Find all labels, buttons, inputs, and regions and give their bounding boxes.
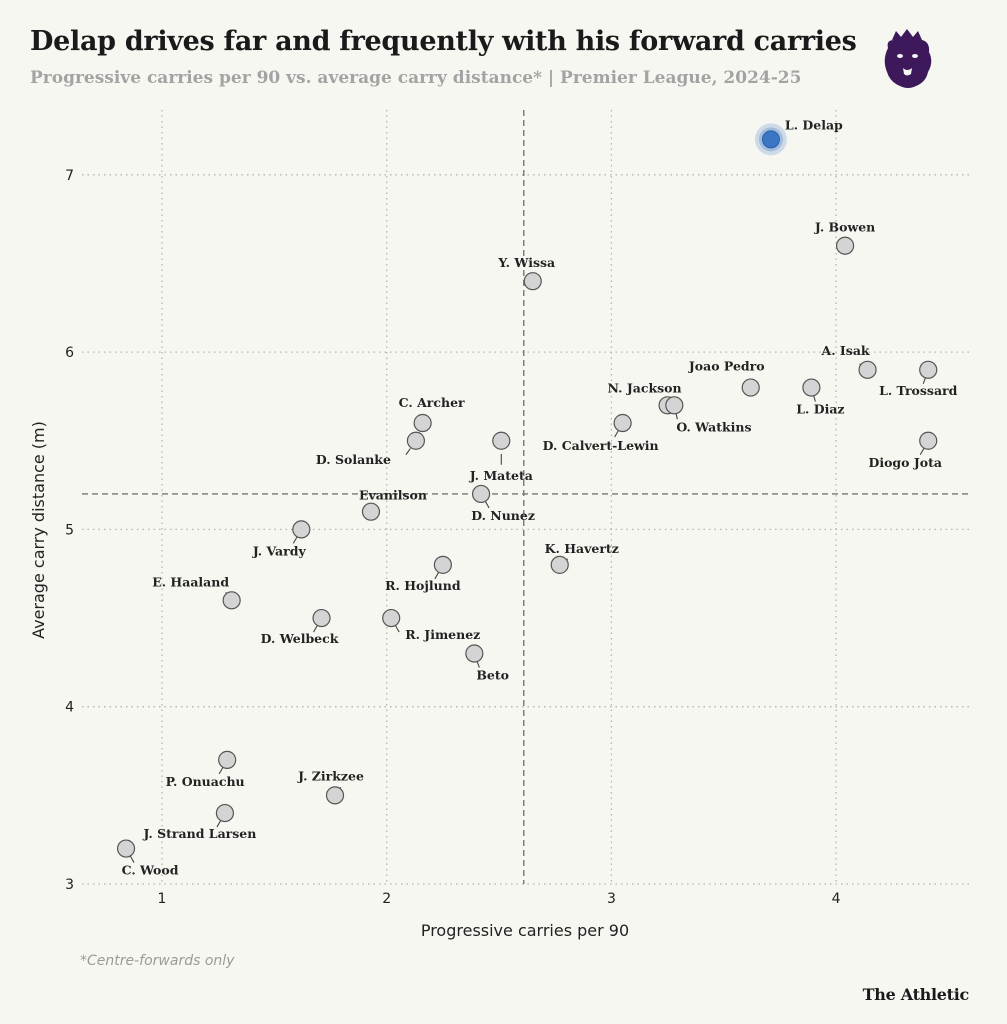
- leader-line-p-onuachu: [218, 767, 224, 775]
- point-j-mateta: [492, 431, 511, 450]
- point-r-hojlund: [433, 555, 452, 574]
- brand-wordmark: The Athletic: [862, 985, 970, 1004]
- tick-labels: 1 2 3 4 3 4 5 6 7: [65, 168, 841, 907]
- point-label-evanilson: Evanilson: [359, 488, 427, 503]
- point-label-j-zirkzee: J. Zirkzee: [297, 768, 364, 783]
- point-label-d-solanke: D. Solanke: [316, 452, 391, 467]
- point-label-d-nunez: D. Nunez: [471, 508, 535, 523]
- point-c-archer: [413, 413, 432, 433]
- leader-line-beto: [476, 661, 480, 668]
- point-p-onuachu: [218, 750, 237, 769]
- point-j-zirkzee: [325, 786, 345, 805]
- point-label-l-delap: L. Delap: [785, 117, 843, 132]
- leader-line-d-calvert-lewin: [614, 430, 619, 438]
- point-label-j-bowen: J. Bowen: [814, 220, 875, 235]
- point-l-trossard: [919, 360, 938, 379]
- point-o-watkins: [665, 396, 684, 415]
- point-beto: [465, 644, 484, 663]
- point-label-c-archer: C. Archer: [399, 395, 465, 410]
- x-tick-label-1: 1: [158, 891, 167, 907]
- point-j-strand-larsen: [215, 803, 235, 823]
- data-points: [116, 123, 938, 858]
- point-label-d-calvert-lewin: D. Calvert-Lewin: [543, 438, 659, 453]
- point-label-j-vardy: J. Vardy: [252, 543, 307, 558]
- footnote: *Centre-forwards only: [80, 953, 235, 969]
- point-label-l-trossard: L. Trossard: [879, 383, 958, 398]
- leader-line-diogo-jota: [919, 448, 925, 456]
- x-tick-label-3: 3: [607, 891, 616, 907]
- point-r-jimenez: [382, 608, 401, 628]
- label-leader-lines: [129, 134, 926, 863]
- chart-title: Delap drives far and frequently with his…: [30, 26, 857, 57]
- y-axis-label: Average carry distance (m): [29, 421, 48, 639]
- point-y-wissa: [523, 272, 542, 291]
- leader-line-c-wood: [129, 855, 135, 863]
- point-label-diogo-jota: Diogo Jota: [868, 455, 941, 470]
- point-k-havertz: [550, 555, 569, 574]
- point-labels: L. Delap J. Bowen Y. Wissa A. Isak L. Trossa…: [122, 117, 958, 877]
- y-tick-label-4: 4: [65, 700, 74, 716]
- point-label-k-havertz: K. Havertz: [545, 541, 619, 556]
- point-j-bowen: [835, 236, 855, 255]
- point-d-solanke: [406, 431, 426, 450]
- point-l-diaz: [802, 378, 821, 397]
- point-diogo-jota: [919, 431, 938, 450]
- point-label-o-watkins: O. Watkins: [676, 419, 751, 434]
- point-d-calvert-lewin: [613, 413, 632, 433]
- point-c-wood: [116, 839, 136, 858]
- leader-line-j-strand-larsen: [216, 820, 221, 828]
- point-j-vardy: [292, 520, 311, 539]
- point-label-a-isak: A. Isak: [821, 343, 870, 358]
- leader-line-l-trossard: [922, 377, 926, 385]
- point-label-r-jimenez: R. Jimenez: [405, 627, 480, 642]
- leader-line-d-nunez: [484, 501, 490, 509]
- point-joao-pedro: [741, 378, 760, 397]
- leader-line-j-vardy: [292, 536, 298, 544]
- point-label-e-haaland: E. Haaland: [152, 574, 229, 589]
- leader-line-d-welbeck: [313, 625, 318, 633]
- point-label-joao-pedro: Joao Pedro: [688, 359, 765, 374]
- x-tick-label-2: 2: [382, 891, 391, 907]
- x-axis-label: Progressive carries per 90: [421, 921, 629, 940]
- point-label-j-mateta: J. Mateta: [469, 468, 533, 483]
- point-label-p-onuachu: P. Onuachu: [166, 774, 245, 789]
- point-label-c-wood: C. Wood: [122, 863, 179, 878]
- point-label-d-welbeck: D. Welbeck: [261, 631, 339, 646]
- y-tick-label-7: 7: [65, 168, 74, 184]
- point-l-delap: [761, 130, 780, 149]
- point-e-haaland: [222, 591, 241, 610]
- leader-line-r-hojlund: [434, 572, 439, 580]
- leader-line-d-solanke: [405, 448, 411, 456]
- point-evanilson: [361, 502, 381, 521]
- point-label-y-wissa: Y. Wissa: [497, 255, 555, 270]
- point-d-nunez: [471, 484, 491, 504]
- y-tick-label-6: 6: [65, 345, 74, 361]
- point-label-n-jackson: N. Jackson: [608, 380, 682, 395]
- point-label-l-diaz: L. Diaz: [796, 402, 844, 417]
- reference-lines: [82, 110, 970, 884]
- y-tick-label-5: 5: [65, 522, 74, 538]
- leader-line-r-jimenez: [395, 625, 400, 633]
- y-tick-label-3: 3: [65, 877, 74, 893]
- x-tick-label-4: 4: [832, 891, 841, 907]
- leader-line-l-diaz: [813, 395, 816, 402]
- premier-league-lion-icon: [878, 28, 936, 90]
- point-a-isak: [858, 360, 877, 379]
- point-d-welbeck: [312, 608, 331, 628]
- point-label-beto: Beto: [476, 668, 509, 683]
- point-label-j-strand-larsen: J. Strand Larsen: [142, 826, 256, 841]
- grid-lines: [82, 110, 970, 885]
- point-label-r-hojlund: R. Hojlund: [385, 578, 461, 593]
- chart-subtitle: Progressive carries per 90 vs. average c…: [30, 68, 802, 88]
